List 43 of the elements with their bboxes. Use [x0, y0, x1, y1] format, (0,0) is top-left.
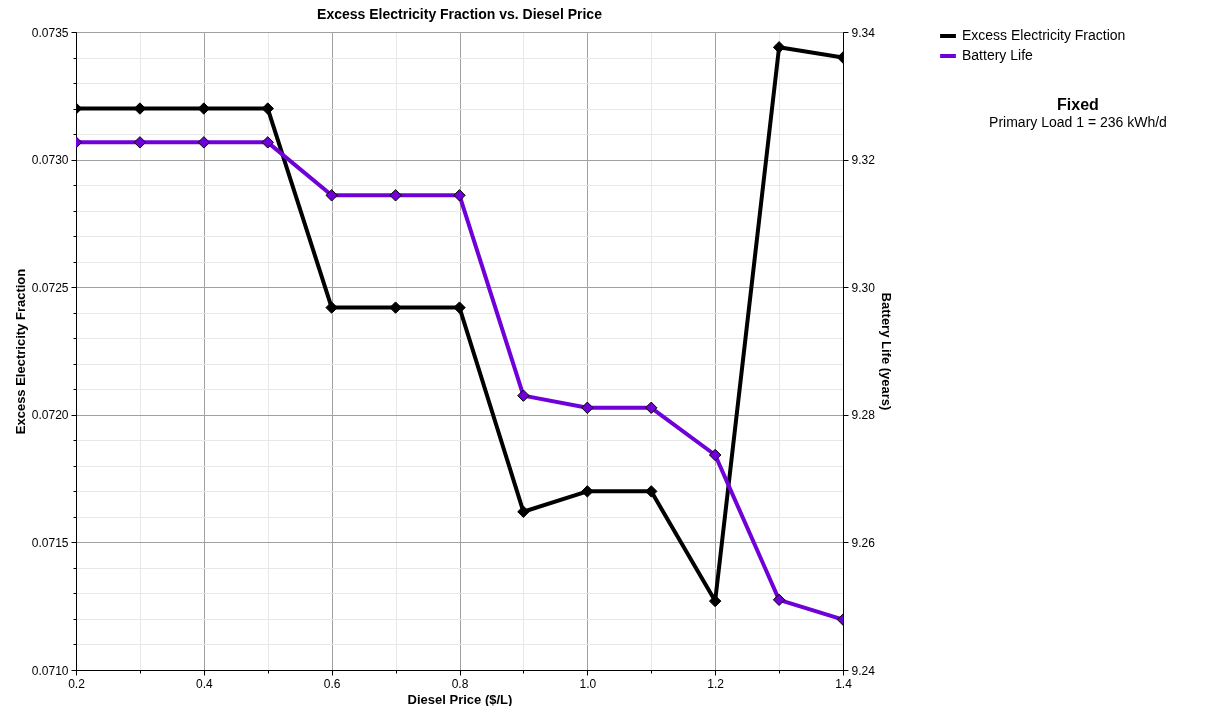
- y-tick-label: 0.0720: [31, 408, 69, 423]
- point: [708, 448, 722, 462]
- y-tick-label: 0.0735: [31, 25, 69, 40]
- y2-axis-title: Battery Life (years): [878, 292, 894, 411]
- y2-tick-label: 9.32: [851, 153, 876, 168]
- x-tick-label: 1.0: [579, 676, 597, 691]
- point: [261, 136, 274, 149]
- y-axis-title: Excess Electricity Fraction: [12, 268, 28, 435]
- x-tick-label: 0.2: [68, 676, 86, 691]
- point: [133, 136, 147, 149]
- y2-tick-label: 9.26: [851, 535, 876, 550]
- x-tick-label: 1.4: [835, 676, 853, 691]
- text: Fixed: [1056, 96, 1100, 114]
- y2-tick-label: 9.34: [851, 25, 876, 40]
- x-tick-label: 0.6: [323, 676, 341, 691]
- text: Primary Load 1 = 236 kWh/d: [988, 114, 1168, 130]
- point: [772, 41, 786, 54]
- chart-title: Excess Electricity Fraction vs. Diesel Price: [317, 6, 603, 22]
- point: [517, 389, 530, 402]
- point: [389, 189, 402, 202]
- point: [197, 102, 211, 115]
- x-tick-label: 0.4: [195, 676, 213, 691]
- point: [581, 401, 594, 414]
- legend-label: Battery Life: [962, 47, 1034, 63]
- y2-tick-label: 9.28: [851, 408, 876, 423]
- y2-tick-label: 9.24: [851, 663, 876, 678]
- x-axis-title: Diesel Price ($/L): [407, 691, 513, 706]
- x-tick-label: 0.8: [451, 676, 469, 691]
- point: [517, 505, 530, 518]
- point: [772, 593, 786, 607]
- point: [325, 189, 338, 202]
- y2-tick-label: 9.30: [851, 280, 876, 295]
- point: [453, 189, 466, 202]
- y-tick-label: 0.0725: [31, 280, 69, 295]
- point: [133, 102, 147, 115]
- point: [197, 136, 211, 149]
- legend-label: Excess Electricity Fraction: [962, 27, 1126, 43]
- point: [645, 485, 658, 498]
- point: [645, 401, 658, 414]
- y-tick-label: 0.0730: [31, 153, 69, 168]
- y-tick-label: 0.0710: [31, 663, 69, 678]
- y-tick-label: 0.0715: [31, 535, 69, 550]
- x-tick-label: 1.2: [707, 676, 725, 691]
